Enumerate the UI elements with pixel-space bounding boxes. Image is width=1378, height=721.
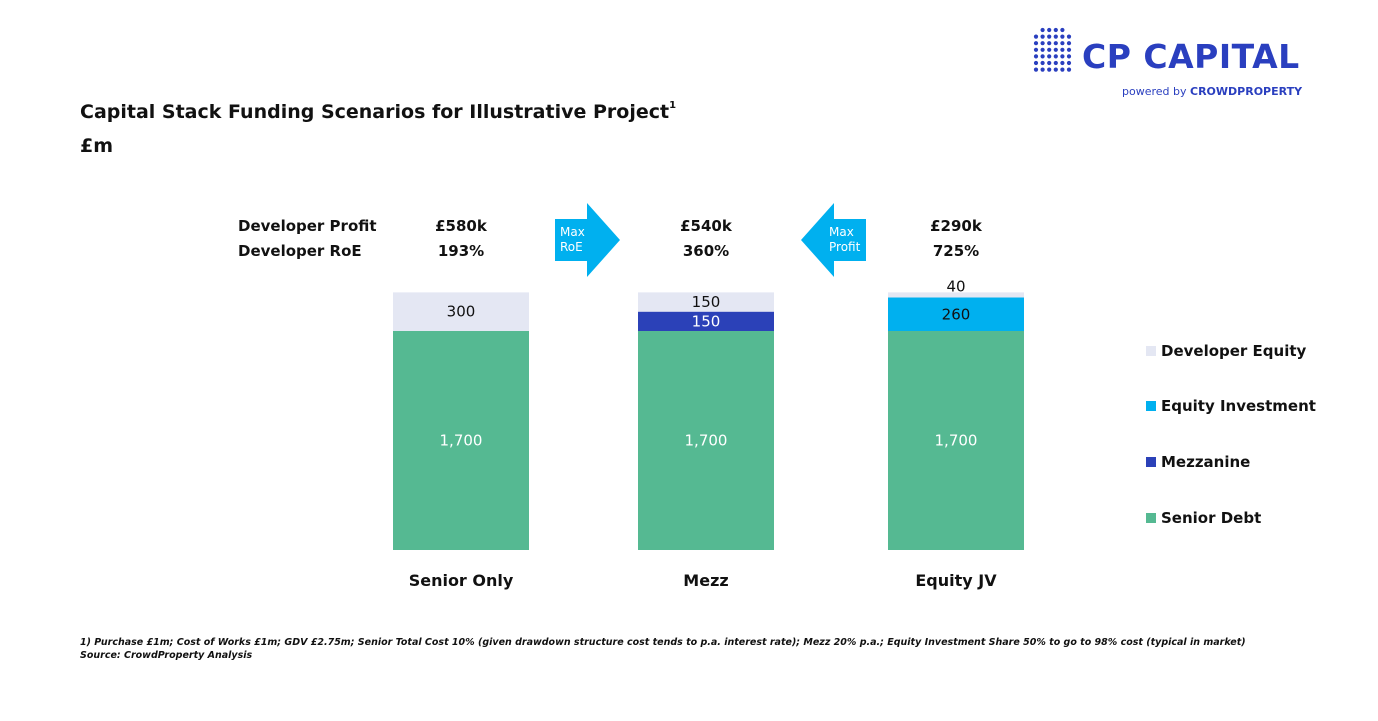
data-label-senior-debt-equity-jv: 1,700 [935,432,978,450]
arrow-max-roe-line2: RoE [560,240,583,254]
data-label-senior-debt-senior-only: 1,700 [440,432,483,450]
legend-swatch-mezzanine [1146,457,1156,467]
cp-capital-logo-icon [1033,27,1072,72]
legend-swatch-equity-investment [1146,401,1156,411]
brand-tagline: powered by CROWDPROPERTY [1122,85,1302,98]
unit-subtitle: £m [80,135,114,157]
arrow-max-roe-label: Max RoE [560,225,585,255]
data-label-mezzanine-mezz: 150 [692,312,721,330]
bar-developer-equity-senior-only [393,292,529,331]
legend-swatch-senior-debt [1146,513,1156,523]
arrow-max-roe-line1: Max [560,225,585,239]
data-label-developer-equity-mezz: 150 [692,293,721,311]
bar-senior-debt-equity-jv [888,331,1024,550]
bar-equity-investment-equity-jv [888,297,1024,331]
legend-label-developer-equity: Developer Equity [1161,342,1307,360]
legend-item-senior-debt: Senior Debt [1146,508,1261,528]
legend-item-equity-investment: Equity Investment [1146,396,1316,416]
data-label-developer-equity-equity-jv: 40 [946,277,965,295]
title-footnote-marker: 1 [669,100,677,111]
arrow-max-profit-line1: Max [829,225,854,239]
legend-item-mezzanine: Mezzanine [1146,452,1250,472]
developer-roe-equity-jv: 725% [932,242,980,260]
brand-tagline-brand: CROWDPROPERTY [1190,85,1303,98]
data-label-developer-equity-senior-only: 300 [447,303,476,321]
bar-developer-equity-mezz [638,292,774,312]
developer-profit-equity-jv: £290k [930,217,982,235]
bar-senior-debt-mezz [638,331,774,550]
developer-roe-label: Developer RoE [238,242,362,260]
footnote-source: Source: CrowdProperty Analysis [80,650,253,661]
bar-mezzanine-mezz [638,311,774,331]
arrow-max-profit-line2: Profit [829,240,861,254]
bar-senior-debt-senior-only [393,331,529,550]
legend-item-developer-equity: Developer Equity [1146,341,1306,361]
developer-profit-mezz: £540k [680,217,732,235]
category-label-senior-only: Senior Only [408,571,514,590]
legend-swatch-developer-equity [1146,346,1156,356]
arrow-right-icon [555,203,620,277]
legend-label-mezzanine: Mezzanine [1161,453,1251,471]
bar-developer-equity-equity-jv [888,292,1024,298]
arrow-left-icon [801,203,866,277]
developer-roe-mezz: 360% [682,242,730,260]
data-label-senior-debt-mezz: 1,700 [685,432,728,450]
footnote-assumptions: 1) Purchase £1m; Cost of Works £1m; GDV … [80,637,1246,648]
category-label-mezz: Mezz [683,571,729,590]
page-title-text: Capital Stack Funding Scenarios for Illu… [80,101,670,123]
brand-tagline-prefix: powered by [1122,85,1187,98]
developer-roe-senior-only: 193% [437,242,485,260]
legend-label-senior-debt: Senior Debt [1161,509,1262,527]
legend-label-equity-investment: Equity Investment [1161,397,1316,415]
developer-profit-senior-only: £580k [435,217,487,235]
data-label-equity-investment-equity-jv: 260 [942,305,971,323]
brand-name: CP CAPITAL [1082,37,1300,76]
category-label-equity-jv: Equity JV [915,571,997,590]
page-title: Capital Stack Funding Scenarios for Illu… [80,100,677,123]
developer-profit-label: Developer Profit [238,217,377,235]
footnote: 1) Purchase £1m; Cost of Works £1m; GDV … [80,636,1246,662]
arrow-max-profit-label: Max Profit [829,225,860,255]
